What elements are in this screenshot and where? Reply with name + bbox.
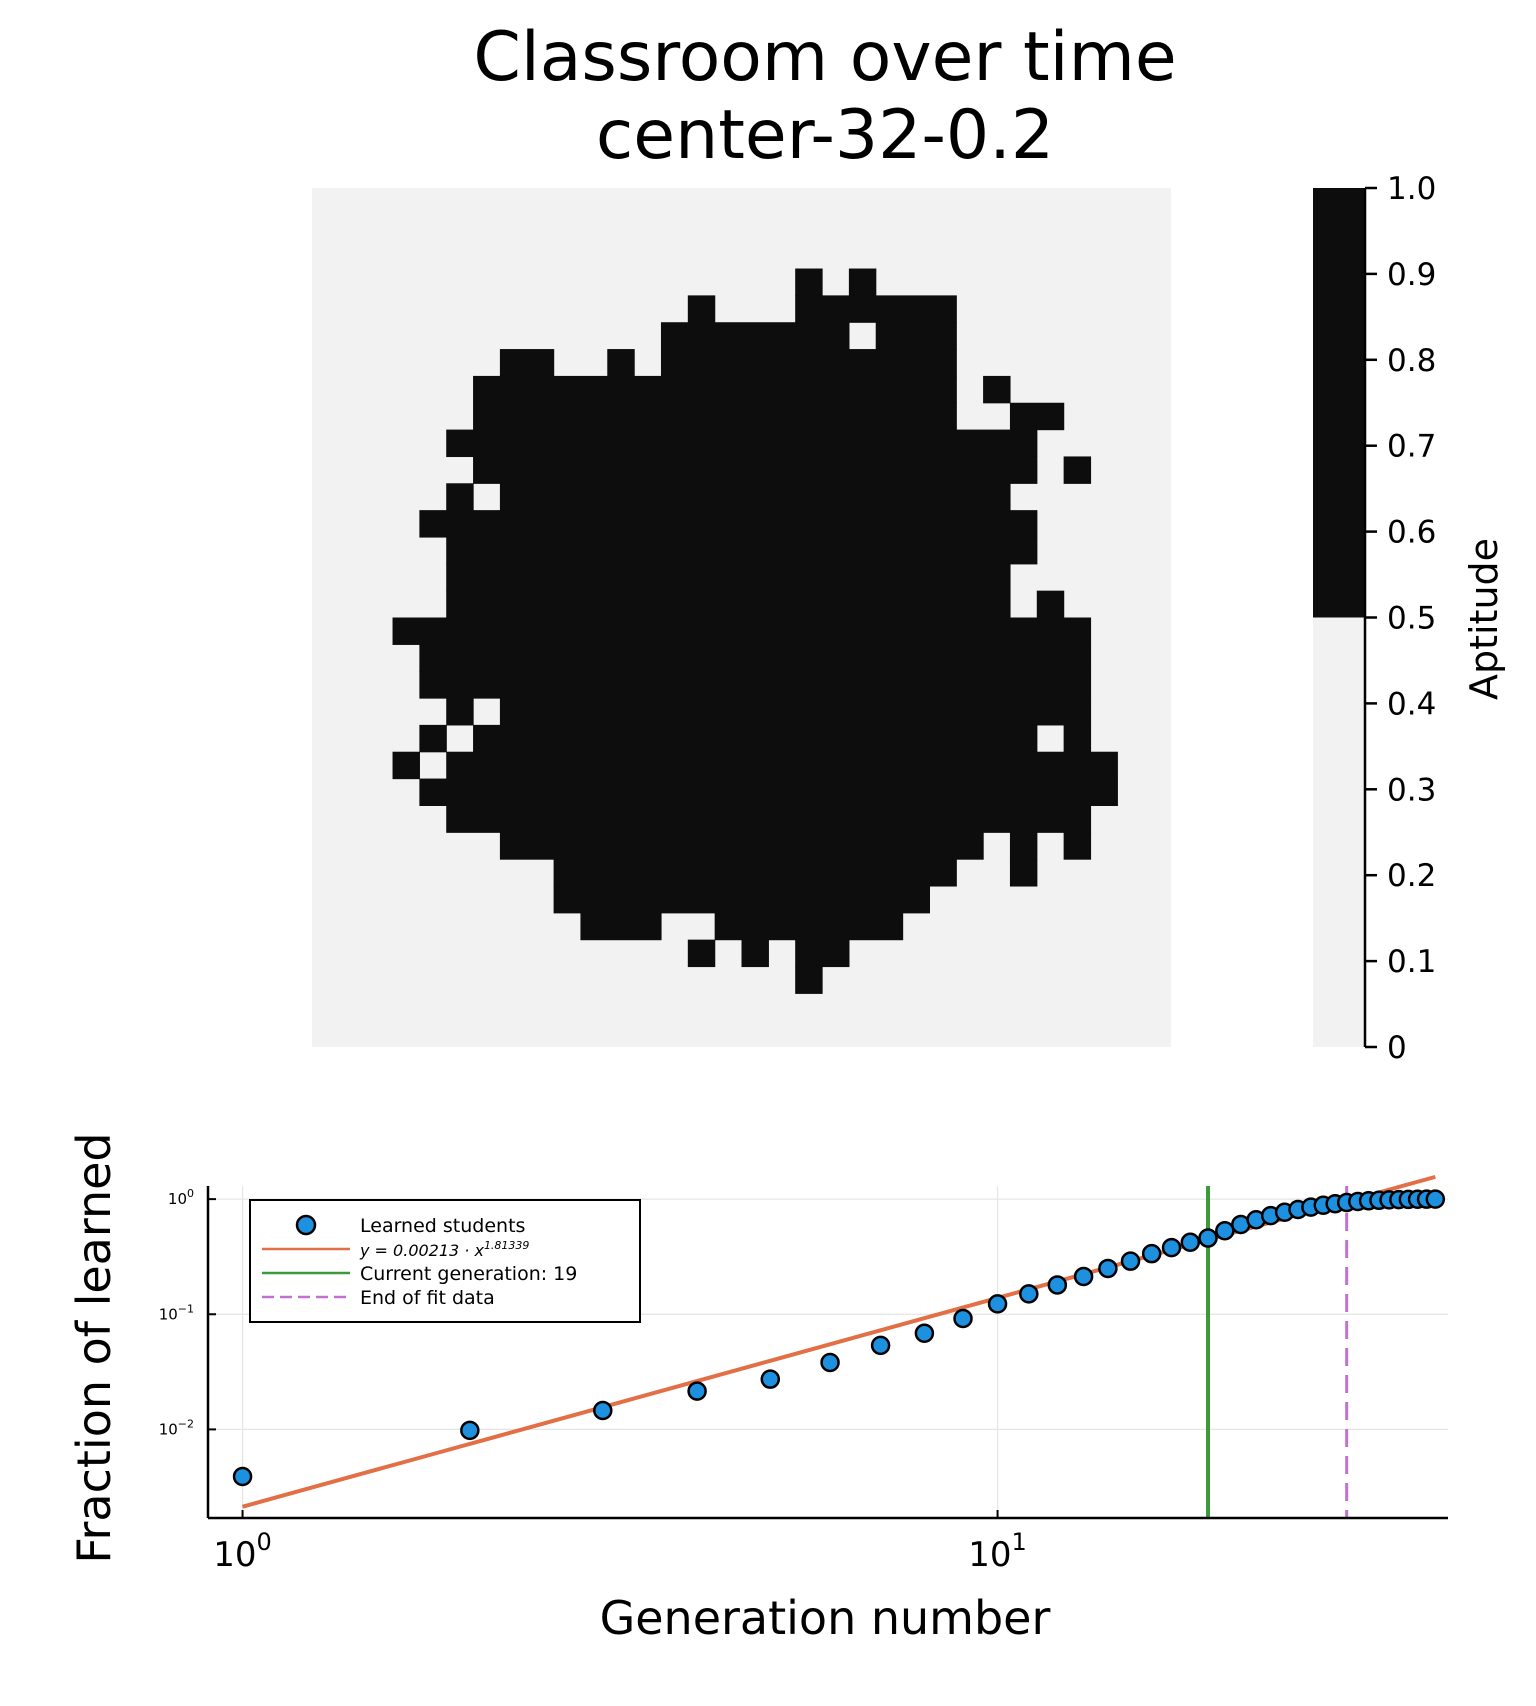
legend-marker-learned-students <box>295 1214 317 1236</box>
colorbar-tick-label: 0.2 <box>1387 858 1436 894</box>
heatmap-cell-learned <box>446 805 1092 833</box>
heatmap-cell-learned <box>392 751 420 780</box>
colorbar-tick-label: 0.8 <box>1387 343 1436 379</box>
heatmap-cell-learned <box>848 268 877 296</box>
learned-students-point <box>1425 1189 1446 1209</box>
y-tick-label: 10−1 <box>159 1302 194 1323</box>
colorbar-tick-label: 0.7 <box>1387 429 1436 465</box>
learned-students-point <box>593 1400 613 1421</box>
heatmap-cell-learned <box>795 939 850 968</box>
heatmap-cell-learned <box>446 751 1118 780</box>
heatmap-cell-learned <box>473 402 957 431</box>
heatmap-cell-learned <box>1036 590 1065 619</box>
learned-students-point <box>232 1466 253 1487</box>
heatmap-cell-learned <box>446 483 474 511</box>
learned-students-point <box>1047 1275 1068 1295</box>
colorbar-tick-label: 1.0 <box>1387 171 1436 207</box>
learned-students-point <box>1073 1266 1094 1287</box>
heatmap-cell-learned <box>580 912 662 941</box>
heatmap-cell-learned <box>419 644 1092 672</box>
learned-students-point <box>870 1335 891 1356</box>
colorbar-tick-label: 0.6 <box>1387 515 1436 551</box>
colorbar-tick-label: 0.1 <box>1387 944 1436 980</box>
learned-students-point <box>1180 1232 1201 1253</box>
colorbar-tick-label: 0 <box>1387 1030 1407 1066</box>
learned-students-point <box>1198 1228 1218 1248</box>
heatmap-cell-learned <box>499 832 984 860</box>
heatmap-cell-learned <box>392 617 1092 645</box>
heatmap-cell-learned <box>419 671 1092 699</box>
colorbar-tick-label: 0.4 <box>1387 686 1436 722</box>
heatmap-cell-learned <box>419 510 1038 538</box>
colorbar-high-segment <box>1313 188 1365 618</box>
heatmap-cell-learned <box>687 295 716 323</box>
heatmap-cell-learned <box>446 563 1011 592</box>
heatmap-cell-learned <box>1063 456 1092 484</box>
learned-students-point <box>820 1352 840 1373</box>
aptitude-heatmap <box>312 188 1171 1047</box>
heatmap-cell-learned <box>1063 724 1092 753</box>
colorbar-tick-label: 0.3 <box>1387 772 1436 808</box>
heatmap-cell-learned <box>473 456 1038 484</box>
learned-students-point <box>1098 1258 1118 1279</box>
learned-students-point <box>760 1369 781 1389</box>
learned-students-point <box>914 1323 935 1343</box>
heatmap-cell-learned <box>499 483 1011 511</box>
learned-students-point <box>1141 1243 1162 1264</box>
heatmap-cell-learned <box>473 375 957 404</box>
learned-students-point <box>1161 1237 1182 1258</box>
heatmap-cell-learned <box>741 939 769 968</box>
chart-title-line2: center-32-0.2 <box>596 96 1054 175</box>
heatmap-cell-learned <box>499 698 1092 726</box>
learned-students-point <box>1215 1221 1235 1241</box>
heatmap-cell-learned <box>795 268 823 296</box>
colorbar-low-segment <box>1313 617 1365 1047</box>
aptitude-colorbar: 0 0.1 0.2 0.3 0.4 0.5 0.6 0.7 0.8 0.9 1.0 <box>1313 171 1436 1066</box>
heatmap-cell-learned <box>660 349 957 377</box>
heatmap-cell-learned <box>419 724 447 753</box>
legend-entry-label: Current generation: 19 <box>360 1263 577 1285</box>
learned-students-point <box>953 1308 973 1329</box>
legend-entry-label: Learned students <box>360 1215 525 1237</box>
x-tick-label: 100 <box>213 1528 272 1575</box>
y-axis-label: Fraction of learned <box>67 1132 121 1563</box>
learned-students-point <box>1120 1251 1141 1271</box>
learned-students-point <box>1019 1284 1039 1304</box>
heatmap-cell-learned <box>1009 402 1065 431</box>
colorbar-tick-label: 0.5 <box>1387 601 1436 637</box>
heatmap-cell-learned <box>499 349 555 377</box>
heatmap-cell-learned <box>795 295 957 323</box>
heatmap-cell-learned <box>983 375 1011 404</box>
colorbar-label: Aptitude <box>1462 538 1506 700</box>
chart-title-line1: Classroom over time <box>473 18 1176 97</box>
legend-entry-label: End of fit data <box>360 1287 495 1309</box>
x-tick-label: 101 <box>968 1528 1027 1575</box>
heatmap-cell-learned <box>419 778 1118 806</box>
y-tick-label: 10−2 <box>159 1417 194 1438</box>
heatmap-cell-learned <box>446 536 1038 565</box>
colorbar-tick-label: 0.9 <box>1387 257 1436 293</box>
heatmap-cell-learned <box>1063 832 1092 860</box>
heatmap-cell-learned <box>875 322 957 350</box>
x-axis-label: Generation number <box>600 1591 1051 1645</box>
heatmap-cell-learned <box>607 349 635 377</box>
heatmap-cell-learned <box>795 966 823 994</box>
heatmap-cell-learned <box>446 429 1038 458</box>
learned-students-point <box>460 1420 480 1441</box>
heatmap-cell-learned <box>1009 859 1038 887</box>
y-tick-label: 100 <box>168 1187 194 1208</box>
heatmap-cell-learned <box>660 322 850 350</box>
heatmap-cell-learned <box>714 912 904 941</box>
heatmap-cell-learned <box>446 698 474 726</box>
heatmap-cell-learned <box>1009 832 1038 860</box>
heatmap-cell-learned <box>553 885 930 914</box>
learned-students-point <box>687 1381 707 1401</box>
heatmap-cell-learned <box>553 859 957 887</box>
heatmap-cell-learned <box>687 939 716 968</box>
heatmap-cell-learned <box>446 590 1011 619</box>
heatmap-cell-learned <box>473 724 1038 753</box>
learned-students-point <box>987 1294 1008 1314</box>
